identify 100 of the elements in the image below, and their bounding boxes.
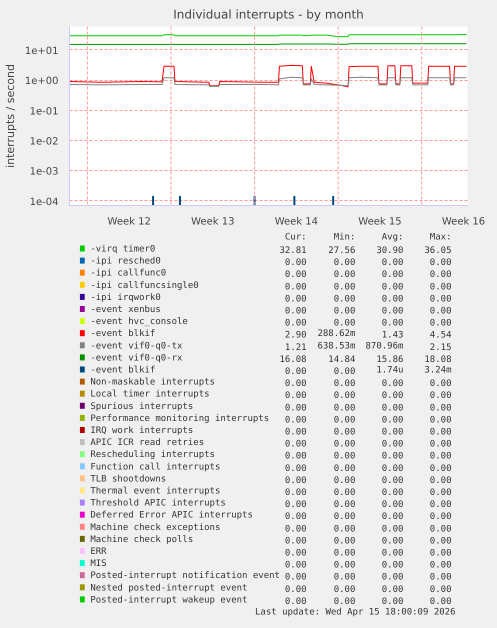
text: 0.00 bbox=[430, 584, 452, 595]
text: 0.00 bbox=[284, 428, 307, 438]
text: 0.00 bbox=[334, 572, 356, 583]
y-tick-label: 1e-03 bbox=[30, 166, 59, 178]
text: 0.00 bbox=[430, 596, 452, 607]
text: 0.00 bbox=[430, 318, 452, 329]
text: 1.74u bbox=[376, 366, 404, 376]
text: 0.00 bbox=[382, 270, 404, 280]
text: 0.00 bbox=[284, 306, 307, 316]
text: 0.00 bbox=[284, 318, 307, 329]
text: 0.00 bbox=[334, 464, 356, 474]
legend-label: Posted-interrupt wakeup event bbox=[90, 595, 248, 606]
text: 0.00 bbox=[430, 452, 452, 462]
y-tick-label: 1e+00 bbox=[24, 76, 59, 88]
legend-label: -event vif0-q0-tx bbox=[90, 341, 184, 352]
text: 2.90 bbox=[284, 330, 307, 341]
text: 0.00 bbox=[382, 584, 404, 595]
text: 0.00 bbox=[284, 584, 307, 595]
text: 0.00 bbox=[284, 379, 307, 390]
text: 0.00 bbox=[284, 270, 307, 280]
text: 0.00 bbox=[334, 560, 356, 571]
text: 14.84 bbox=[328, 354, 356, 365]
text: 0.00 bbox=[430, 488, 452, 498]
text: 0.00 bbox=[382, 464, 404, 474]
text: 0.00 bbox=[284, 440, 307, 450]
text: 0.00 bbox=[334, 282, 356, 292]
text: 0.00 bbox=[334, 452, 356, 462]
text: 0.00 bbox=[284, 512, 307, 522]
text: 0.00 bbox=[334, 403, 356, 414]
legend-label: -event blkif bbox=[90, 329, 156, 340]
text: 0.00 bbox=[430, 536, 452, 546]
text: 0.00 bbox=[382, 512, 404, 522]
text: 0.00 bbox=[284, 500, 307, 510]
text: 0.00 bbox=[284, 282, 307, 292]
text: 32.81 bbox=[279, 246, 307, 256]
text: 0.00 bbox=[382, 476, 404, 486]
text: 0.00 bbox=[430, 306, 452, 316]
text: 0.00 bbox=[382, 452, 404, 462]
text: 0.00 bbox=[334, 584, 356, 595]
legend-label: Machine check exceptions bbox=[90, 522, 220, 533]
legend-label: Spurious interrupts bbox=[90, 402, 194, 412]
x-tick-label: Week 16 bbox=[442, 216, 486, 228]
text: 0.00 bbox=[382, 391, 404, 402]
text: 0.00 bbox=[430, 500, 452, 510]
text: 0.00 bbox=[334, 440, 356, 450]
chart-title: Individual interrupts - by month bbox=[173, 8, 364, 22]
legend-label: TLB shootdowns bbox=[90, 474, 166, 484]
text: 0.00 bbox=[382, 428, 404, 438]
text: 0.00 bbox=[284, 367, 307, 377]
text: 0.00 bbox=[284, 452, 307, 462]
legend-label: Posted-interrupt notification event bbox=[90, 571, 280, 582]
text: 0.00 bbox=[334, 548, 356, 558]
y-tick-label: 1e+01 bbox=[24, 46, 59, 57]
text: 15.86 bbox=[376, 354, 404, 365]
legend-label: Threshold APIC interrupts bbox=[90, 498, 226, 509]
legend-label: -virq timer0 bbox=[90, 244, 156, 254]
text: 0.00 bbox=[284, 560, 307, 571]
text: 0.00 bbox=[334, 367, 356, 377]
text: 0.00 bbox=[382, 524, 404, 534]
text: Min: bbox=[334, 232, 356, 242]
text: 0.00 bbox=[430, 524, 452, 534]
text: 0.00 bbox=[430, 294, 452, 304]
text: 0.00 bbox=[334, 476, 356, 486]
text: 0.00 bbox=[430, 440, 452, 450]
y-axis-title: interrupts / second bbox=[4, 64, 17, 168]
legend-label: APIC ICR read retries bbox=[90, 438, 204, 448]
y-tick-label: 1e-01 bbox=[30, 106, 59, 118]
text: 0.00 bbox=[382, 440, 404, 450]
text: 0.00 bbox=[430, 512, 452, 522]
text: 36.05 bbox=[424, 246, 452, 256]
text: 1.21 bbox=[284, 342, 307, 353]
legend-label: -event blkif bbox=[90, 366, 156, 376]
text: 0.00 bbox=[334, 536, 356, 546]
text: 0.00 bbox=[430, 391, 452, 402]
text: 0.00 bbox=[382, 294, 404, 304]
x-tick-label: Week 14 bbox=[274, 216, 318, 228]
legend-label: -ipi callfuncsingle0 bbox=[90, 280, 199, 291]
text: 0.00 bbox=[382, 379, 404, 390]
text: 1.43 bbox=[382, 330, 404, 341]
text: 0.00 bbox=[284, 294, 307, 304]
text: 0.00 bbox=[382, 548, 404, 558]
text: 0.00 bbox=[430, 282, 452, 292]
legend-label: -event hvc_console bbox=[90, 317, 188, 328]
text: 0.00 bbox=[284, 403, 307, 414]
text: 0.00 bbox=[334, 500, 356, 510]
text: 0.00 bbox=[284, 258, 307, 268]
text: 0.00 bbox=[284, 476, 307, 486]
text: 0.00 bbox=[430, 270, 452, 280]
text: 0.00 bbox=[334, 391, 356, 402]
legend-label: Function call interrupts bbox=[90, 462, 220, 472]
text: 0.00 bbox=[334, 318, 356, 329]
legend-label: ERR bbox=[90, 547, 108, 557]
text: 0.00 bbox=[382, 560, 404, 571]
legend-label: Local timer interrupts bbox=[90, 390, 210, 400]
text: 638.53m bbox=[317, 341, 356, 352]
text: 0.00 bbox=[430, 415, 452, 426]
text: 0.00 bbox=[284, 572, 307, 583]
text: 18.08 bbox=[424, 354, 452, 365]
legend-label: -event vif0-q0-rx bbox=[90, 353, 184, 364]
legend-label: MIS bbox=[90, 559, 107, 570]
